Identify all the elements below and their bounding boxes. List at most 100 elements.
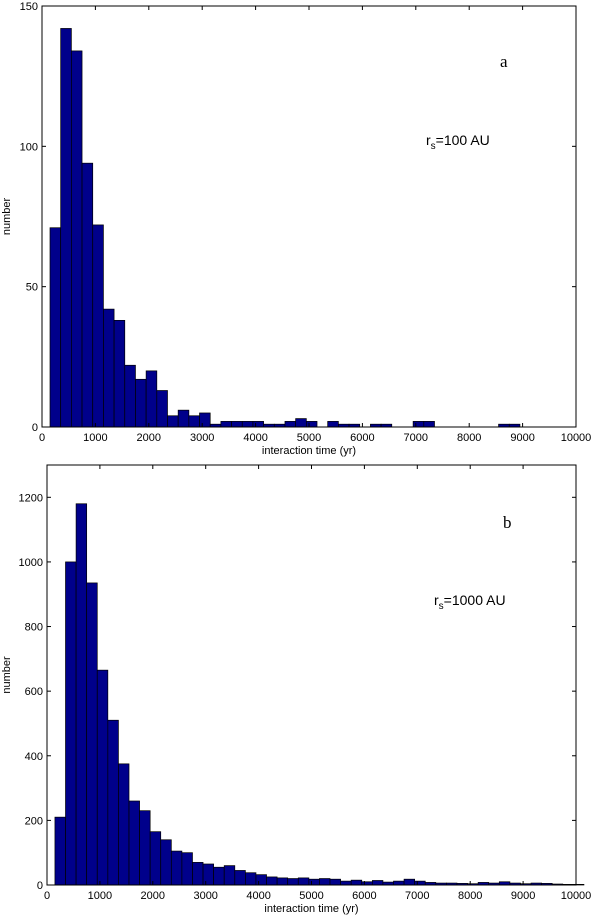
bar-a [124, 364, 136, 428]
rs-value-a: =100 AU [436, 132, 490, 148]
y-tick-label-b: 400 [25, 751, 43, 763]
bar-b [287, 878, 299, 886]
bar-b [192, 862, 204, 886]
bar-a [252, 421, 264, 428]
x-tick-label-a: 1000 [83, 432, 107, 444]
bar-a [199, 412, 211, 428]
y-tick-label-a: 50 [26, 282, 38, 294]
panel-a: 0 1000 2000 3000 4000 5000 6000 7000 8000 9000 100… [1, 1, 591, 457]
bar-b [170, 850, 183, 886]
bar-b [128, 800, 140, 886]
rs-base-a: r [426, 132, 431, 148]
rs-annotation-a: rs=100 AU [426, 132, 490, 152]
y-axis-label-a: number [1, 198, 13, 236]
x-tick-label-a: 4000 [243, 432, 267, 444]
bar-a [284, 421, 297, 428]
bar-b [96, 669, 109, 886]
y-tick-label-a: 150 [20, 1, 38, 13]
ticks-b: 0 1000 2000 3000 4000 5000 6000 7000 8000 9000 100… [19, 465, 592, 902]
x-tick-label-a: 6000 [350, 432, 374, 444]
x-tick-label-a: 2000 [137, 432, 161, 444]
bar-b [308, 878, 320, 886]
bar-b [297, 877, 310, 886]
bar-a [295, 418, 307, 428]
bar-b [276, 877, 289, 886]
x-tick-label-b: 7000 [405, 890, 429, 902]
bar-a [135, 378, 147, 428]
bar-a [241, 421, 254, 428]
x-tick-label-b: 4000 [246, 890, 270, 902]
bar-b [118, 763, 130, 886]
y-tick-label-a: 100 [20, 141, 38, 153]
panel-b: 0 1000 2000 3000 4000 5000 6000 7000 8000 9000 100… [1, 464, 592, 915]
x-tick-label-a: 8000 [457, 432, 481, 444]
bar-a [423, 421, 435, 428]
bars-a [49, 28, 521, 428]
bar-b [54, 816, 66, 886]
y-tick-label-b: 0 [37, 880, 43, 892]
bar-a [188, 415, 200, 428]
x-tick-label-b: 1000 [88, 890, 112, 902]
bar-a [177, 409, 190, 428]
rs-subscript-b: s [439, 601, 444, 612]
y-tick-label-b: 600 [25, 686, 43, 698]
bar-a [412, 421, 425, 428]
bar-a [156, 390, 168, 428]
x-tick-label-a: 9000 [510, 432, 534, 444]
bar-a [81, 162, 94, 428]
bar-a [220, 421, 232, 428]
y-tick-label-b: 800 [25, 622, 43, 634]
x-axis-label-a: interaction time (yr) [262, 445, 356, 457]
bar-a [71, 50, 83, 428]
x-tick-label-a: 0 [39, 432, 45, 444]
x-tick-label-b: 2000 [141, 890, 165, 902]
bar-b [234, 870, 246, 886]
x-tick-label-a: 5000 [297, 432, 321, 444]
bar-b [255, 874, 267, 886]
x-tick-label-b: 8000 [458, 890, 482, 902]
bar-b [160, 839, 172, 886]
bar-b [181, 852, 193, 886]
bar-a [145, 370, 158, 428]
y-axis-label-b: number [1, 656, 13, 694]
panel-letter-a: a [500, 52, 508, 71]
x-tick-label-a: 7000 [404, 432, 428, 444]
bar-b [266, 876, 278, 886]
x-axis-label-b: interaction time (yr) [264, 903, 358, 915]
bar-b [139, 810, 151, 886]
bar-b [75, 503, 88, 886]
bar-b [86, 582, 98, 886]
bar-b [319, 878, 331, 886]
ticks-a: 0 1000 2000 3000 4000 5000 6000 7000 8000 9000 100… [20, 1, 592, 444]
bar-a [60, 28, 72, 428]
bar-b [371, 880, 384, 886]
bar-b [329, 878, 341, 886]
bar-a [49, 227, 62, 428]
x-tick-label-b: 9000 [511, 890, 535, 902]
x-tick-label-b: 5000 [299, 890, 323, 902]
bars-b [54, 503, 585, 886]
bar-a [231, 421, 243, 428]
bar-a [103, 308, 115, 428]
bar-a [305, 421, 318, 428]
bar-a [327, 421, 339, 428]
y-tick-label-a: 0 [32, 422, 38, 434]
bar-b [65, 561, 77, 886]
bar-a [113, 319, 126, 428]
bar-a [167, 415, 179, 428]
bar-b [414, 880, 426, 886]
x-tick-label-a: 10000 [561, 432, 592, 444]
bar-a [92, 224, 104, 428]
rs-annotation-b: rs=1000 AU [434, 592, 506, 612]
x-tick-label-a: 3000 [190, 432, 214, 444]
bar-b [245, 872, 257, 886]
bar-b [107, 719, 119, 886]
y-tick-label-b: 1200 [19, 492, 43, 504]
bar-b [223, 865, 236, 886]
x-tick-label-b: 10000 [561, 890, 592, 902]
bar-b [149, 831, 162, 886]
y-tick-label-b: 200 [25, 815, 43, 827]
bar-b [213, 866, 225, 886]
rs-value-b: =1000 AU [444, 592, 506, 608]
